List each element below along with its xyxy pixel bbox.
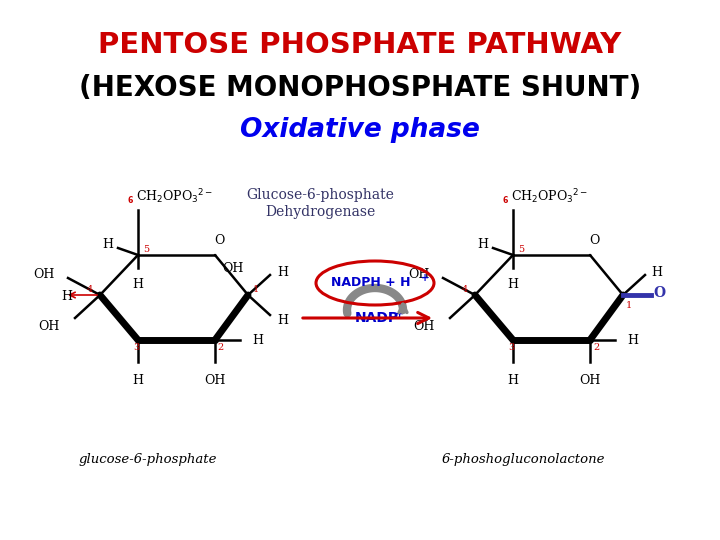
Text: 1: 1: [626, 300, 632, 309]
Text: O: O: [589, 234, 599, 247]
Text: NADP: NADP: [355, 311, 399, 325]
Text: Dehydrogenase: Dehydrogenase: [265, 205, 375, 219]
Text: CH$_2$OPO$_3$$^{2-}$: CH$_2$OPO$_3$$^{2-}$: [511, 187, 588, 206]
Text: 4: 4: [462, 286, 468, 294]
Text: +: +: [421, 273, 429, 283]
Text: Glucose-6-phosphate: Glucose-6-phosphate: [246, 188, 394, 202]
Text: 6-phoshogluconolactone: 6-phoshogluconolactone: [441, 454, 605, 467]
Text: glucose-6-phosphate: glucose-6-phosphate: [78, 454, 217, 467]
Text: 5: 5: [143, 245, 149, 253]
Text: CH$_2$OPO$_3$$^{2-}$: CH$_2$OPO$_3$$^{2-}$: [136, 187, 213, 206]
Text: OH: OH: [580, 374, 600, 387]
Text: 2: 2: [218, 343, 224, 353]
Text: 4: 4: [87, 286, 93, 294]
Text: H: H: [508, 278, 518, 291]
Text: H: H: [61, 289, 72, 302]
Text: 5: 5: [518, 245, 524, 253]
Text: O: O: [214, 234, 224, 247]
Text: 3: 3: [508, 343, 514, 353]
Text: OH: OH: [39, 320, 60, 333]
Text: (HEXOSE MONOPHOSPHATE SHUNT): (HEXOSE MONOPHOSPHATE SHUNT): [79, 74, 641, 102]
Text: OH: OH: [34, 267, 55, 280]
Text: OH: OH: [222, 261, 243, 274]
Text: OH: OH: [409, 267, 430, 280]
Text: OH: OH: [204, 374, 225, 387]
Text: +: +: [395, 309, 404, 319]
Text: H: H: [252, 334, 263, 347]
Text: H: H: [132, 374, 143, 387]
Text: Oxidative phase: Oxidative phase: [240, 117, 480, 143]
Text: H: H: [277, 314, 288, 327]
Text: $\mathbf{^6}$: $\mathbf{^6}$: [127, 196, 134, 206]
Text: H: H: [102, 238, 114, 251]
Text: PENTOSE PHOSPHATE PATHWAY: PENTOSE PHOSPHATE PATHWAY: [99, 31, 621, 59]
Text: O: O: [653, 286, 665, 300]
Text: NADPH + H: NADPH + H: [331, 276, 410, 289]
Text: H: H: [277, 266, 288, 279]
Text: 1: 1: [253, 286, 259, 294]
Text: 2: 2: [593, 343, 599, 353]
Text: H: H: [508, 374, 518, 387]
Text: $\mathbf{^6}$: $\mathbf{^6}$: [502, 196, 509, 206]
Text: OH: OH: [413, 320, 435, 333]
Text: H: H: [627, 334, 638, 347]
Text: 3: 3: [133, 343, 139, 353]
Text: H: H: [132, 278, 143, 291]
Text: H: H: [651, 266, 662, 279]
Text: H: H: [477, 238, 488, 251]
